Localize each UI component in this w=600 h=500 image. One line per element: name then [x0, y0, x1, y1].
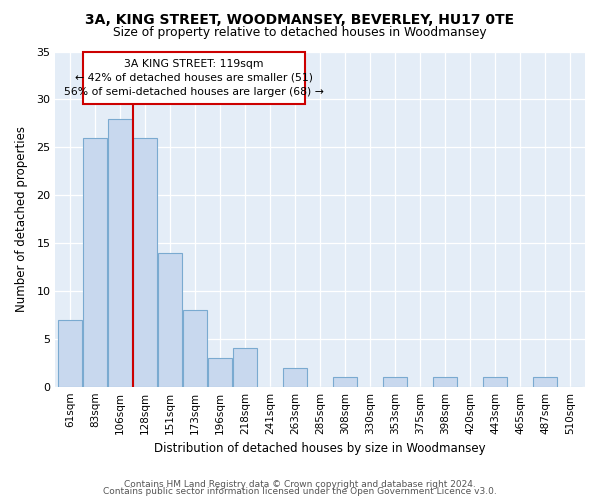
Bar [283, 368, 307, 386]
Text: 3A, KING STREET, WOODMANSEY, BEVERLEY, HU17 0TE: 3A, KING STREET, WOODMANSEY, BEVERLEY, H… [85, 12, 515, 26]
Bar [483, 377, 507, 386]
Bar [233, 348, 257, 387]
Bar [158, 252, 182, 386]
Bar [383, 377, 407, 386]
Bar [533, 377, 557, 386]
Bar [333, 377, 357, 386]
Bar [83, 52, 305, 104]
Text: 3A KING STREET: 119sqm
← 42% of detached houses are smaller (51)
56% of semi-det: 3A KING STREET: 119sqm ← 42% of detached… [64, 59, 324, 97]
Bar [433, 377, 457, 386]
Bar [58, 320, 82, 386]
Bar [208, 358, 232, 386]
Bar [184, 310, 207, 386]
Y-axis label: Number of detached properties: Number of detached properties [15, 126, 28, 312]
Text: Size of property relative to detached houses in Woodmansey: Size of property relative to detached ho… [113, 26, 487, 39]
X-axis label: Distribution of detached houses by size in Woodmansey: Distribution of detached houses by size … [154, 442, 486, 455]
Text: Contains public sector information licensed under the Open Government Licence v3: Contains public sector information licen… [103, 488, 497, 496]
Bar [109, 118, 132, 386]
Bar [83, 138, 107, 386]
Bar [133, 138, 157, 386]
Text: Contains HM Land Registry data © Crown copyright and database right 2024.: Contains HM Land Registry data © Crown c… [124, 480, 476, 489]
